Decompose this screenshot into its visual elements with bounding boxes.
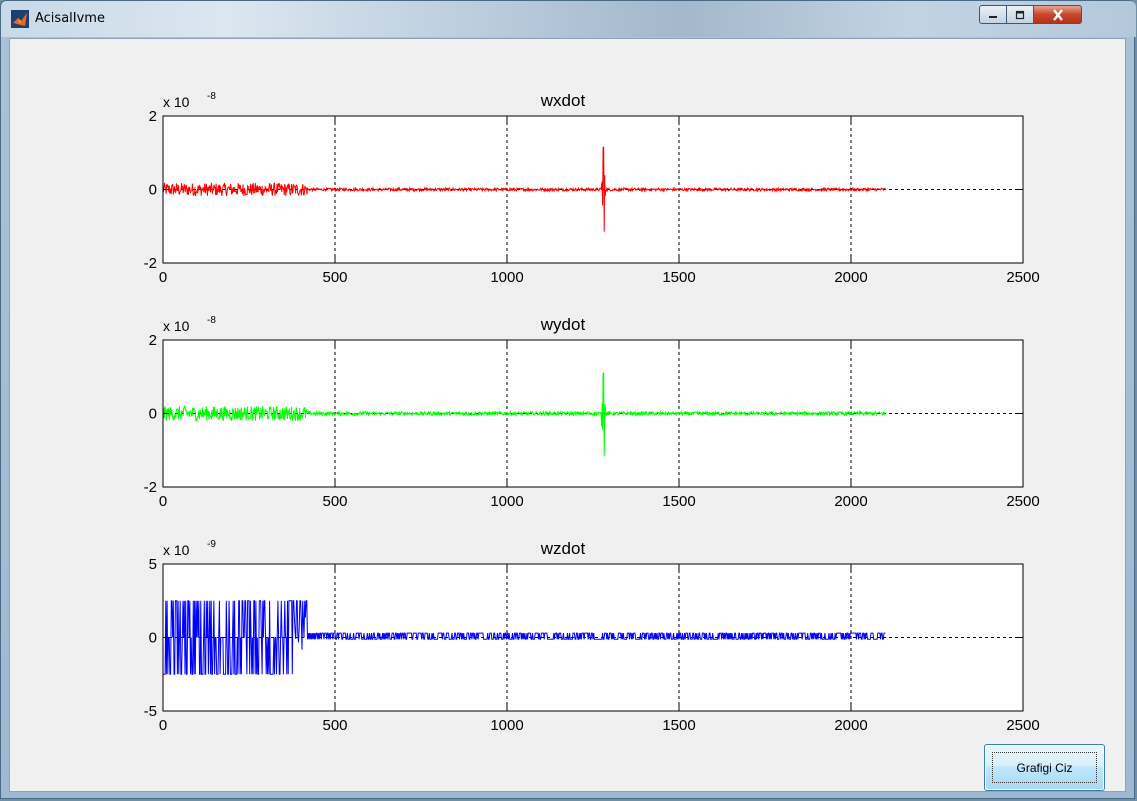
x-tick-label: 1500 [662, 269, 695, 286]
series-wzdot [163, 600, 886, 675]
x-tick-label: 2500 [1006, 269, 1039, 286]
x-tick-label: 2000 [834, 493, 867, 510]
draw-chart-button[interactable]: Grafigi Ciz [984, 744, 1105, 791]
y-tick-label: 2 [149, 108, 157, 125]
x-tick-label: 500 [322, 269, 347, 286]
chart-title: wxdot [540, 91, 586, 110]
x-tick-label: 1000 [490, 493, 523, 510]
x-tick-label: 500 [322, 493, 347, 510]
matlab-icon [11, 10, 29, 28]
series-wydot [162, 372, 886, 456]
x-tick-label: 0 [159, 493, 167, 510]
x-tick-label: 2500 [1006, 717, 1039, 734]
y-axis-multiplier: x 10 [163, 318, 190, 334]
title-bar[interactable]: AcisalIvme [1, 1, 1136, 37]
x-tick-label: 1500 [662, 717, 695, 734]
x-tick-label: 1500 [662, 493, 695, 510]
window-title: AcisalIvme [35, 11, 105, 26]
maximize-button[interactable] [1007, 5, 1034, 24]
x-tick-label: 2000 [834, 269, 867, 286]
y-tick-label: -5 [144, 703, 157, 720]
minimize-icon [989, 15, 997, 18]
y-tick-label: 0 [149, 630, 157, 647]
x-tick-label: 2000 [834, 717, 867, 734]
x-tick-label: 500 [322, 717, 347, 734]
y-axis-multiplier: x 10 [163, 94, 190, 110]
x-tick-label: 2500 [1006, 493, 1039, 510]
y-axis-exponent: -8 [207, 91, 216, 102]
x-tick-label: 1000 [490, 269, 523, 286]
y-tick-label: -2 [144, 255, 157, 272]
y-tick-label: -2 [144, 479, 157, 496]
y-tick-label: 2 [149, 332, 157, 349]
y-axis-multiplier: x 10 [163, 542, 190, 558]
y-axis-exponent: -9 [207, 539, 216, 550]
x-tick-label: 1000 [490, 717, 523, 734]
close-button[interactable] [1034, 5, 1082, 24]
draw-chart-button-label: Grafigi Ciz [992, 752, 1097, 783]
close-icon [1052, 8, 1063, 21]
x-tick-label: 0 [159, 717, 167, 734]
chart-title: wzdot [540, 539, 586, 558]
y-tick-label: 0 [149, 406, 157, 423]
series-wxdot [162, 146, 886, 232]
x-tick-label: 0 [159, 269, 167, 286]
y-tick-label: 0 [149, 182, 157, 199]
maximize-icon [1015, 10, 1025, 19]
chart-title: wydot [540, 315, 586, 334]
y-axis-exponent: -8 [207, 315, 216, 326]
minimize-button[interactable] [979, 5, 1007, 24]
y-tick-label: 5 [149, 556, 157, 573]
